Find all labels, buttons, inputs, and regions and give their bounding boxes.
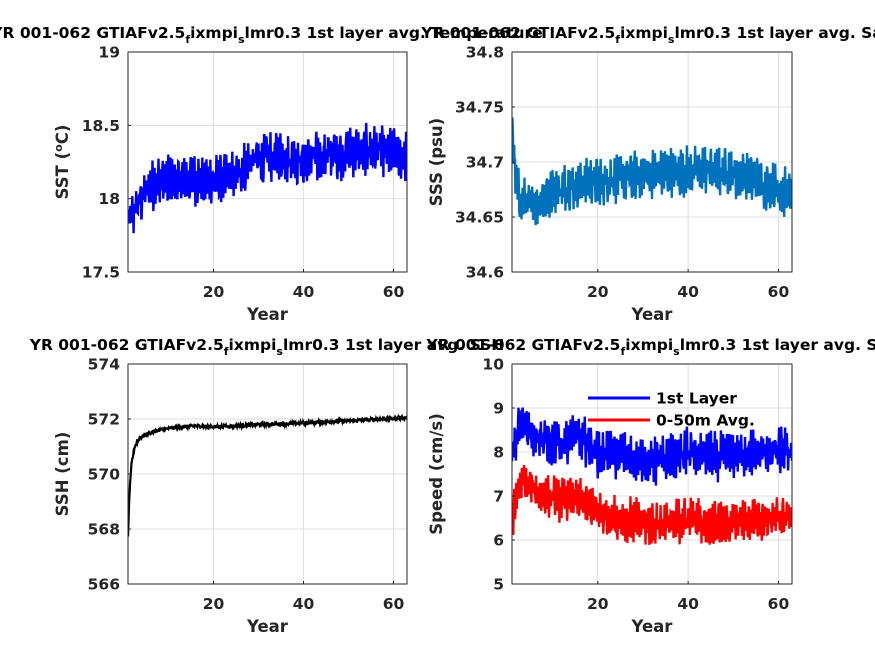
x-axis-label: Year: [631, 617, 674, 636]
x-axis-label: Year: [246, 305, 289, 324]
y-tick-label: 8: [493, 444, 504, 462]
chart-title: YR 001-062 GTIAFv2.5fixmpislmr0.3 1st la…: [29, 336, 505, 358]
series-line: [512, 117, 792, 226]
x-tick-label: 20: [587, 283, 609, 301]
chart-panel-1: 20 40 60 17.5 18 18.5 19 Year SST (oC) YR 001-062…: [0, 24, 543, 324]
series-line-1st-layer: [512, 407, 792, 486]
x-tick-label: 40: [677, 595, 699, 613]
x-tick-label: 20: [203, 283, 225, 301]
y-tick-label: 566: [88, 576, 120, 594]
x-tick-label: 60: [383, 283, 405, 301]
x-tick-label: 60: [383, 595, 405, 613]
y-tick-label: 5: [493, 576, 504, 594]
x-tick-label: 60: [768, 595, 790, 613]
y-tick-label: 19: [98, 44, 120, 62]
y-axis-label: SSH (cm): [53, 432, 72, 517]
y-tick-label: 570: [88, 466, 121, 484]
legend-entry: 0-50m Avg.: [656, 412, 755, 430]
y-tick-label: 6: [493, 532, 504, 550]
y-axis-label: SSS (psu): [427, 118, 446, 206]
y-tick-label: 7: [493, 488, 504, 506]
y-tick-label: 34.75: [455, 99, 504, 117]
chart-panel-4: 20 40 60 5 6 7 8 9 10 Year Speed (cm/s) YR 001-062 …: [425, 336, 875, 636]
chart-title: YR 001-062 GTIAFv2.5fixmpislmr0.3 1st la…: [420, 24, 875, 46]
y-tick-label: 18: [98, 190, 120, 208]
x-tick-label: 40: [293, 283, 315, 301]
series-line-0-50m-avg-: [512, 464, 792, 545]
series-line: [128, 413, 407, 537]
y-tick-label: 18.5: [82, 117, 120, 135]
y-axis-label: Speed (cm/s): [427, 413, 446, 535]
x-tick-label: 40: [677, 283, 699, 301]
chart-title: YR 001-062 GTIAFv2.5fixmpislmr0.3 1st la…: [0, 24, 543, 46]
y-tick-label: 17.5: [82, 264, 120, 282]
y-tick-label: 572: [88, 411, 120, 429]
plot-area: [512, 364, 792, 584]
y-axis-label: SST (oC): [52, 125, 72, 200]
chart-title: YR 001-062 GTIAFv2.5fixmpislmr0.3 1st la…: [425, 336, 875, 358]
x-tick-label: 20: [587, 595, 609, 613]
y-tick-label: 568: [88, 521, 120, 539]
x-axis-label: Year: [631, 305, 674, 324]
x-tick-label: 60: [768, 283, 790, 301]
axes-box: [127, 51, 408, 273]
x-tick-label: 40: [293, 595, 315, 613]
legend: 1st Layer 0-50m Avg.: [588, 390, 755, 430]
y-tick-label: 34.8: [466, 44, 504, 62]
x-axis-label: Year: [246, 617, 289, 636]
y-tick-label: 10: [482, 356, 504, 374]
y-tick-label: 34.6: [466, 264, 504, 282]
y-tick-label: 9: [493, 400, 504, 418]
series-line: [128, 122, 407, 234]
x-tick-label: 20: [203, 595, 225, 613]
legend-entry: 1st Layer: [656, 390, 737, 408]
axes-box: [511, 363, 793, 585]
y-tick-label: 574: [88, 356, 121, 374]
chart-panel-2: 20 40 60 34.6 34.65 34.7 34.75 34.8 Year SSS (psu…: [420, 24, 875, 324]
y-tick-label: 34.7: [466, 154, 504, 172]
y-tick-label: 34.65: [455, 209, 504, 227]
